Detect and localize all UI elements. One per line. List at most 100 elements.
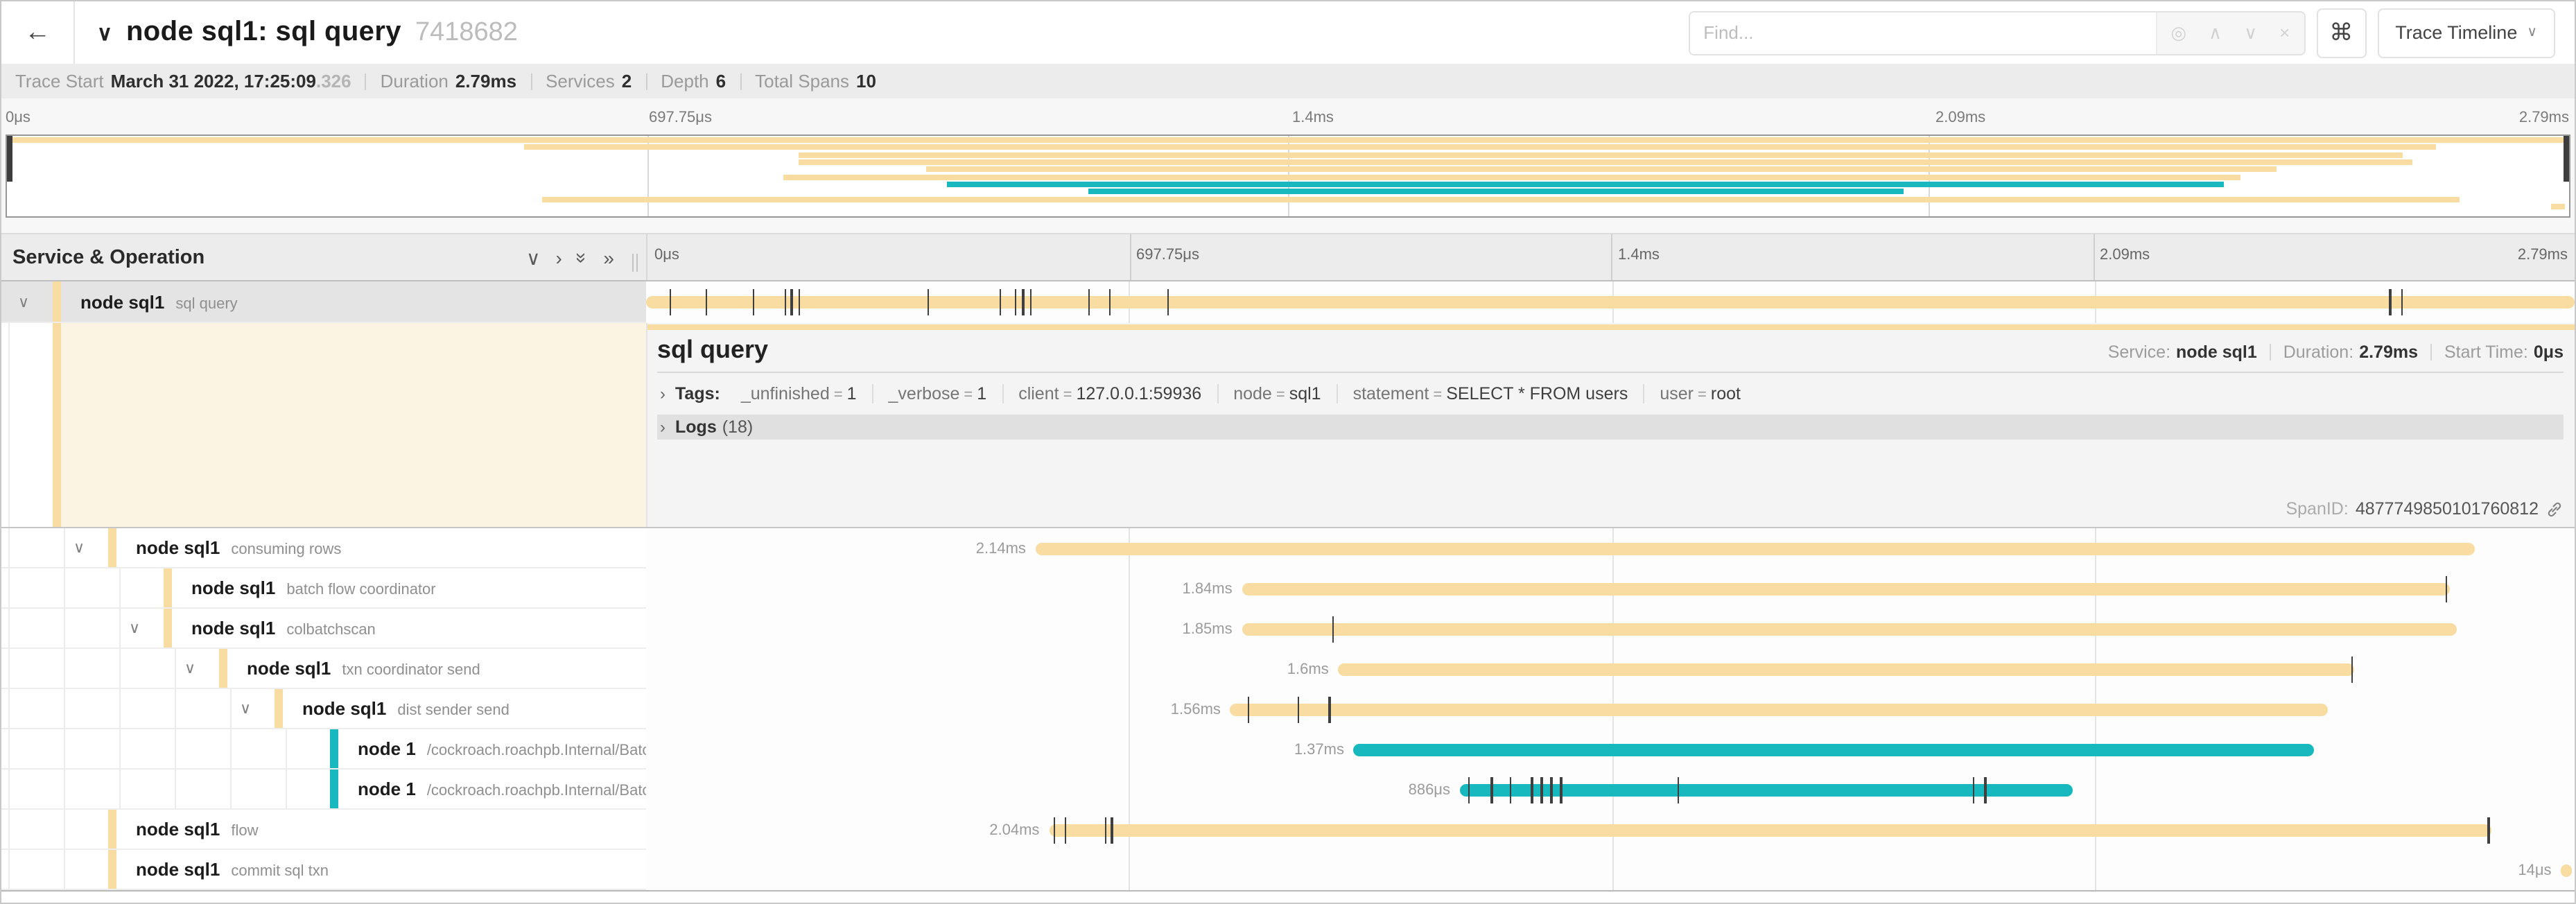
span-tree-item[interactable]: ∨node sql1colbatchscan bbox=[1, 609, 646, 649]
span-bar-cell[interactable] bbox=[646, 281, 2575, 323]
chevron-down-icon[interactable]: ∨ bbox=[129, 619, 140, 637]
log-tick-mark[interactable] bbox=[1329, 696, 1331, 722]
span-tree-item[interactable]: node 1/cockroach.roachpb.Internal/Batch bbox=[1, 729, 646, 770]
minimap-left-scrubber-handle[interactable] bbox=[7, 136, 12, 182]
span-bar-cell[interactable]: 1.37ms bbox=[646, 729, 2575, 770]
span-bar-cell[interactable]: 1.84ms bbox=[646, 568, 2575, 609]
span-bar-cell[interactable]: 2.14ms bbox=[646, 528, 2575, 568]
log-tick-mark[interactable] bbox=[1491, 776, 1493, 803]
collapse-one-icon[interactable]: ∨ bbox=[526, 247, 541, 267]
log-tick-mark[interactable] bbox=[1973, 776, 1975, 803]
find-input[interactable] bbox=[1689, 12, 2155, 53]
chevron-down-icon[interactable]: ∨ bbox=[18, 293, 29, 311]
span-bar-cell[interactable]: 1.85ms bbox=[646, 609, 2575, 649]
span-bar-cell[interactable]: 2.04ms bbox=[646, 810, 2575, 850]
span-bar[interactable] bbox=[1242, 582, 2450, 595]
minimap-canvas[interactable] bbox=[6, 134, 2570, 218]
span-bar[interactable] bbox=[1036, 542, 2474, 555]
log-tick-mark[interactable] bbox=[1111, 817, 1113, 843]
log-tick-mark[interactable] bbox=[1531, 776, 1533, 803]
log-tick-mark[interactable] bbox=[1088, 289, 1090, 315]
span-bar[interactable] bbox=[1242, 623, 2457, 635]
log-tick-mark[interactable] bbox=[669, 289, 671, 315]
chevron-down-icon[interactable]: ∨ bbox=[73, 539, 85, 557]
span-row: ∨node sql1dist sender send1.56ms bbox=[1, 689, 2575, 729]
expand-one-icon[interactable]: › bbox=[555, 247, 562, 267]
span-tree-item[interactable]: ∨node sql1dist sender send bbox=[1, 689, 646, 729]
span-duration-label: 1.37ms bbox=[1294, 741, 1354, 758]
log-tick-mark[interactable] bbox=[1105, 817, 1107, 843]
span-tree-item[interactable]: node sql1batch flow coordinator bbox=[1, 568, 646, 609]
log-tick-mark[interactable] bbox=[1030, 289, 1032, 315]
operation-name: txn coordinator send bbox=[342, 662, 480, 679]
log-tick-mark[interactable] bbox=[1167, 289, 1169, 315]
span-bar[interactable] bbox=[1049, 824, 2491, 836]
log-tick-mark[interactable] bbox=[1468, 776, 1470, 803]
log-tick-mark[interactable] bbox=[1014, 289, 1016, 315]
log-tick-mark[interactable] bbox=[999, 289, 1001, 315]
log-tick-mark[interactable] bbox=[2488, 817, 2490, 843]
link-icon[interactable] bbox=[2545, 500, 2564, 518]
log-tick-mark[interactable] bbox=[791, 289, 793, 315]
log-tick-mark[interactable] bbox=[1985, 776, 1987, 803]
log-tick-mark[interactable] bbox=[1541, 776, 1543, 803]
log-tick-mark[interactable] bbox=[2446, 575, 2448, 602]
log-tick-mark[interactable] bbox=[2401, 289, 2403, 315]
span-tree-item[interactable]: ∨node sql1sql query bbox=[1, 281, 646, 323]
log-tick-mark[interactable] bbox=[1560, 776, 1563, 803]
span-bar-cell[interactable]: 14μs bbox=[646, 850, 2575, 890]
log-tick-mark[interactable] bbox=[1510, 776, 1512, 803]
expand-all-icon[interactable]: » bbox=[603, 247, 614, 267]
log-tick-mark[interactable] bbox=[785, 289, 787, 315]
span-bar[interactable] bbox=[1230, 703, 2328, 715]
log-tick-mark[interactable] bbox=[1248, 696, 1250, 722]
column-resize-handle[interactable] bbox=[632, 254, 638, 272]
back-button[interactable]: ← bbox=[1, 1, 75, 64]
span-row: ∨node sql1txn coordinator send1.6ms bbox=[1, 649, 2575, 689]
tree-indent-guide bbox=[8, 609, 10, 647]
log-tick-mark[interactable] bbox=[1053, 817, 1055, 843]
span-tree-item[interactable]: node sql1commit sql txn bbox=[1, 850, 646, 890]
chevron-down-icon[interactable]: ∨ bbox=[184, 659, 195, 677]
log-tick-mark[interactable] bbox=[1678, 776, 1680, 803]
log-tick-mark[interactable] bbox=[2351, 656, 2353, 682]
span-bar-cell[interactable]: 1.56ms bbox=[646, 689, 2575, 729]
log-tick-mark[interactable] bbox=[1065, 817, 1067, 843]
collapse-trace-icon[interactable]: ∨ bbox=[97, 20, 112, 45]
chevron-down-icon[interactable]: ∨ bbox=[240, 699, 251, 718]
span-tree-item[interactable]: ∨node sql1txn coordinator send bbox=[1, 649, 646, 689]
log-tick-mark[interactable] bbox=[1332, 616, 1334, 642]
minimap-span-strip bbox=[783, 175, 2241, 180]
find-next-icon[interactable]: ∨ bbox=[2244, 21, 2257, 44]
log-tick-mark[interactable] bbox=[2390, 289, 2392, 315]
log-tick-mark[interactable] bbox=[752, 289, 754, 315]
span-bar[interactable] bbox=[646, 296, 2575, 308]
log-tick-mark[interactable] bbox=[1109, 289, 1111, 315]
find-prev-icon[interactable]: ∧ bbox=[2209, 21, 2222, 44]
span-bar[interactable] bbox=[1339, 663, 2355, 675]
log-tick-mark[interactable] bbox=[1298, 696, 1300, 722]
span-tree-item[interactable]: ∨node sql1consuming rows bbox=[1, 528, 646, 568]
log-tick-mark[interactable] bbox=[799, 289, 801, 315]
minimap-right-scrubber-handle[interactable] bbox=[2564, 136, 2569, 182]
span-tree-item[interactable]: node sql1flow bbox=[1, 810, 646, 850]
logs-row[interactable]: › Logs (18) bbox=[657, 415, 2564, 440]
detail-service-value: node sql1 bbox=[2176, 342, 2257, 362]
span-bar-cell[interactable]: 886μs bbox=[646, 770, 2575, 810]
log-tick-mark[interactable] bbox=[1551, 776, 1553, 803]
span-tree-item[interactable]: node 1/cockroach.roachpb.Internal/Batch bbox=[1, 770, 646, 810]
keyboard-shortcuts-button[interactable]: ⌘ bbox=[2316, 8, 2366, 58]
locate-icon[interactable]: ◎ bbox=[2170, 21, 2186, 44]
log-tick-mark[interactable] bbox=[706, 289, 708, 315]
find-clear-icon[interactable]: × bbox=[2279, 22, 2290, 43]
span-bar[interactable] bbox=[2561, 864, 2572, 876]
view-dropdown[interactable]: Trace Timeline ∨ bbox=[2377, 8, 2555, 58]
collapse-all-icon[interactable]: » bbox=[573, 252, 593, 263]
span-bar-cell[interactable]: 1.6ms bbox=[646, 649, 2575, 689]
span-bar[interactable] bbox=[1354, 743, 2314, 756]
trace-summary-bar: Trace Start March 31 2022, 17:25:09 .326… bbox=[1, 64, 2575, 98]
tags-row[interactable]: › Tags: _unfinished=1_verbose=1client=12… bbox=[657, 384, 2564, 403]
detail-start-label: Start Time: bbox=[2444, 342, 2528, 362]
log-tick-mark[interactable] bbox=[928, 289, 930, 315]
log-tick-mark[interactable] bbox=[1022, 289, 1024, 315]
